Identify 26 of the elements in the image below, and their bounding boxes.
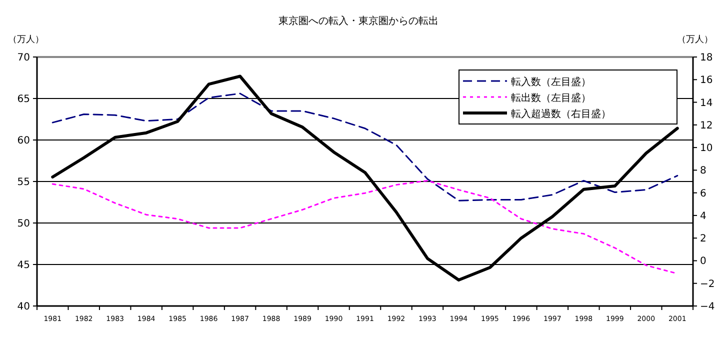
y-axis-title: （万人） [8, 34, 44, 45]
y2-tick-label: 8 [700, 166, 706, 177]
y-tick-label: 70 [17, 52, 30, 64]
y2-tick-label: 6 [700, 188, 706, 200]
y-tick-label: 50 [17, 218, 30, 230]
y2-tick-label: −2 [700, 278, 715, 290]
y2-tick-label: 18 [700, 52, 713, 64]
y2-tick-label: 4 [700, 210, 706, 222]
legend-label: 転入超過数（右目盛） [511, 108, 611, 120]
y2-tick-label: 0 [700, 256, 706, 268]
y2-tick-label: 2 [700, 234, 706, 245]
line-series [52, 92, 678, 202]
y2-axis-title: （万人） [677, 34, 713, 45]
y-tick-label: 60 [17, 136, 30, 146]
y2-tick-label: 16 [700, 75, 713, 86]
legend-label: 転入数（左目盛） [511, 76, 591, 88]
chart-title: 東京圏への転入・東京圏からの転出 [278, 15, 438, 27]
y2-tick-label: 14 [700, 98, 713, 109]
y2-tick-label: −4 [700, 302, 715, 312]
y-tick-label: 55 [17, 177, 30, 188]
legend-label: 転出数（左目盛） [511, 92, 591, 104]
y-tick-label: 45 [17, 260, 30, 271]
y-tick-label: 40 [17, 302, 30, 312]
y2-tick-label: 10 [700, 143, 713, 154]
y-tick-label: 65 [17, 94, 30, 105]
y2-tick-label: 12 [700, 120, 713, 132]
